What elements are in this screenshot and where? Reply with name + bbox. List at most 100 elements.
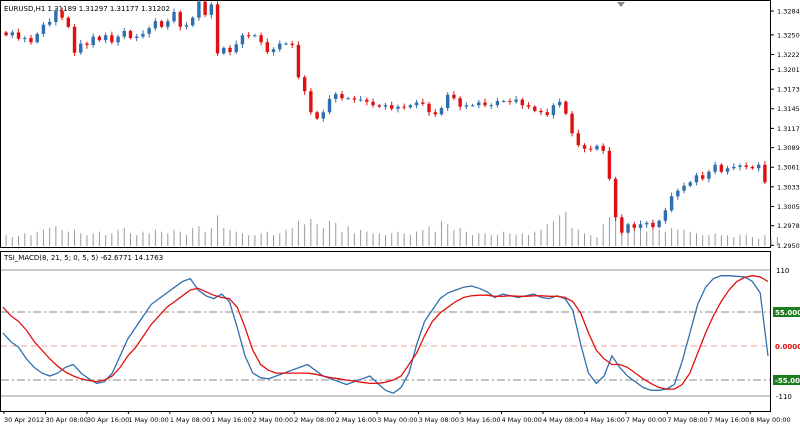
candle-body bbox=[253, 35, 257, 37]
candle-body bbox=[470, 105, 475, 107]
candle-body bbox=[439, 108, 444, 115]
candle-body bbox=[203, 1, 207, 15]
candle-body bbox=[190, 17, 195, 26]
indicator-panel-frame bbox=[0, 251, 771, 412]
time-tick-label: 3 May 08:00 bbox=[419, 416, 459, 424]
candle-body bbox=[414, 102, 419, 106]
time-tick-label: 8 May 00:00 bbox=[750, 416, 790, 424]
price-tick-label: 1.32225 bbox=[777, 51, 800, 59]
candle-body bbox=[533, 106, 537, 111]
price-tick-label: 1.32505 bbox=[777, 31, 800, 39]
time-tick-label: 7 May 16:00 bbox=[709, 416, 749, 424]
candle-body bbox=[365, 99, 369, 102]
time-tick-label: 4 May 08:00 bbox=[543, 416, 583, 424]
candle-body bbox=[545, 112, 549, 116]
candle-body bbox=[16, 32, 21, 39]
candle-body bbox=[402, 106, 406, 108]
candle-body bbox=[738, 165, 742, 167]
candle-body bbox=[620, 217, 624, 233]
candle-body bbox=[122, 31, 126, 37]
candle-body bbox=[321, 112, 326, 119]
price-tick-label: 1.31170 bbox=[777, 125, 800, 133]
candle-body bbox=[290, 43, 294, 46]
candle-body bbox=[103, 35, 108, 41]
indicator-tick-top: 110 bbox=[776, 267, 789, 275]
candle-body bbox=[657, 220, 661, 228]
candle-body bbox=[390, 105, 394, 109]
candle-body bbox=[377, 105, 381, 107]
candle-body bbox=[259, 35, 263, 43]
time-tick-label: 1 May 08:00 bbox=[170, 416, 210, 424]
candle-body bbox=[508, 101, 512, 103]
candle-body bbox=[464, 105, 469, 107]
candle-body bbox=[763, 164, 767, 183]
level-upper-value: 55.0000 bbox=[775, 309, 800, 317]
tsi-line bbox=[2, 275, 769, 394]
candle-body bbox=[246, 35, 251, 37]
candle-body bbox=[209, 4, 214, 15]
candle-body bbox=[4, 32, 8, 36]
time-tick-label: 30 Apr 08:00 bbox=[45, 416, 87, 424]
indicator-lines bbox=[2, 275, 769, 394]
candle-body bbox=[564, 101, 568, 114]
candle-body bbox=[526, 105, 531, 107]
price-tick-label: 1.31450 bbox=[777, 105, 800, 113]
candle-body bbox=[66, 17, 71, 27]
candle-body bbox=[688, 182, 692, 186]
time-tick-label: 7 May 08:00 bbox=[667, 416, 707, 424]
candle-body bbox=[166, 21, 170, 27]
candle-body bbox=[234, 44, 238, 53]
candle-body bbox=[334, 94, 338, 99]
time-tick-label: 2 May 00:00 bbox=[253, 416, 293, 424]
candle-body bbox=[128, 31, 133, 39]
price-axis[interactable]: 1.32845 1.32505 1.32225 1.32010 1.31730 1.314… bbox=[770, 8, 800, 250]
candle-body bbox=[284, 43, 288, 45]
candle-body bbox=[514, 99, 518, 102]
candle-body bbox=[489, 105, 493, 107]
candle-body bbox=[539, 110, 543, 113]
chart-shift-marker-icon[interactable] bbox=[617, 2, 625, 7]
candle-body bbox=[309, 91, 313, 113]
candle-body bbox=[601, 145, 605, 151]
candle-body bbox=[135, 36, 139, 39]
candle-body bbox=[520, 99, 525, 106]
time-tick-label: 4 May 16:00 bbox=[584, 416, 624, 424]
indicator-tick-bottom: -110 bbox=[776, 393, 792, 401]
symbol-label: EURUSD,H1 1.31189 1.31297 1.31177 1.3120… bbox=[4, 5, 170, 13]
candle-body bbox=[346, 98, 350, 100]
candle-body bbox=[47, 21, 52, 25]
candle-body bbox=[91, 36, 95, 46]
candle-body bbox=[682, 185, 686, 191]
candle-body bbox=[700, 175, 705, 179]
level-upper-badge: 55.0000 bbox=[773, 307, 800, 317]
time-tick-label: 1 May 16:00 bbox=[211, 416, 251, 424]
candle-body bbox=[228, 47, 232, 53]
price-tick-label: 1.32010 bbox=[777, 66, 800, 74]
time-tick-label: 7 May 00:00 bbox=[626, 416, 666, 424]
price-tick-label: 1.30335 bbox=[777, 183, 800, 191]
candle-body bbox=[178, 12, 182, 27]
time-tick-label: 2 May 08:00 bbox=[294, 416, 334, 424]
candle-body bbox=[41, 24, 46, 34]
time-tick-label: 3 May 16:00 bbox=[460, 416, 500, 424]
price-tick-label: 1.29780 bbox=[777, 222, 800, 230]
candle-body bbox=[589, 148, 593, 150]
price-tick-label: 1.30055 bbox=[777, 203, 800, 211]
candle-body bbox=[72, 26, 77, 53]
time-axis[interactable]: 30 Apr 2012 30 Apr 08:00 30 Apr 16:00 1 May… bbox=[3, 411, 791, 424]
time-tick-label: 2 May 16:00 bbox=[336, 416, 376, 424]
candle-body bbox=[707, 171, 711, 179]
candle-body bbox=[756, 164, 761, 169]
candle-body bbox=[582, 145, 587, 149]
candle-body bbox=[595, 145, 599, 150]
time-tick-label: 30 Apr 16:00 bbox=[87, 416, 129, 424]
indicator-label: TSI_MACD(8, 21, 5; 0, 5, 5) -62.6771 14.… bbox=[3, 254, 163, 262]
candle-body bbox=[29, 38, 33, 43]
candle-body bbox=[172, 12, 176, 22]
candle-body bbox=[694, 175, 699, 183]
candlesticks bbox=[4, 0, 767, 236]
candle-body bbox=[10, 32, 15, 36]
candle-body bbox=[427, 103, 431, 113]
